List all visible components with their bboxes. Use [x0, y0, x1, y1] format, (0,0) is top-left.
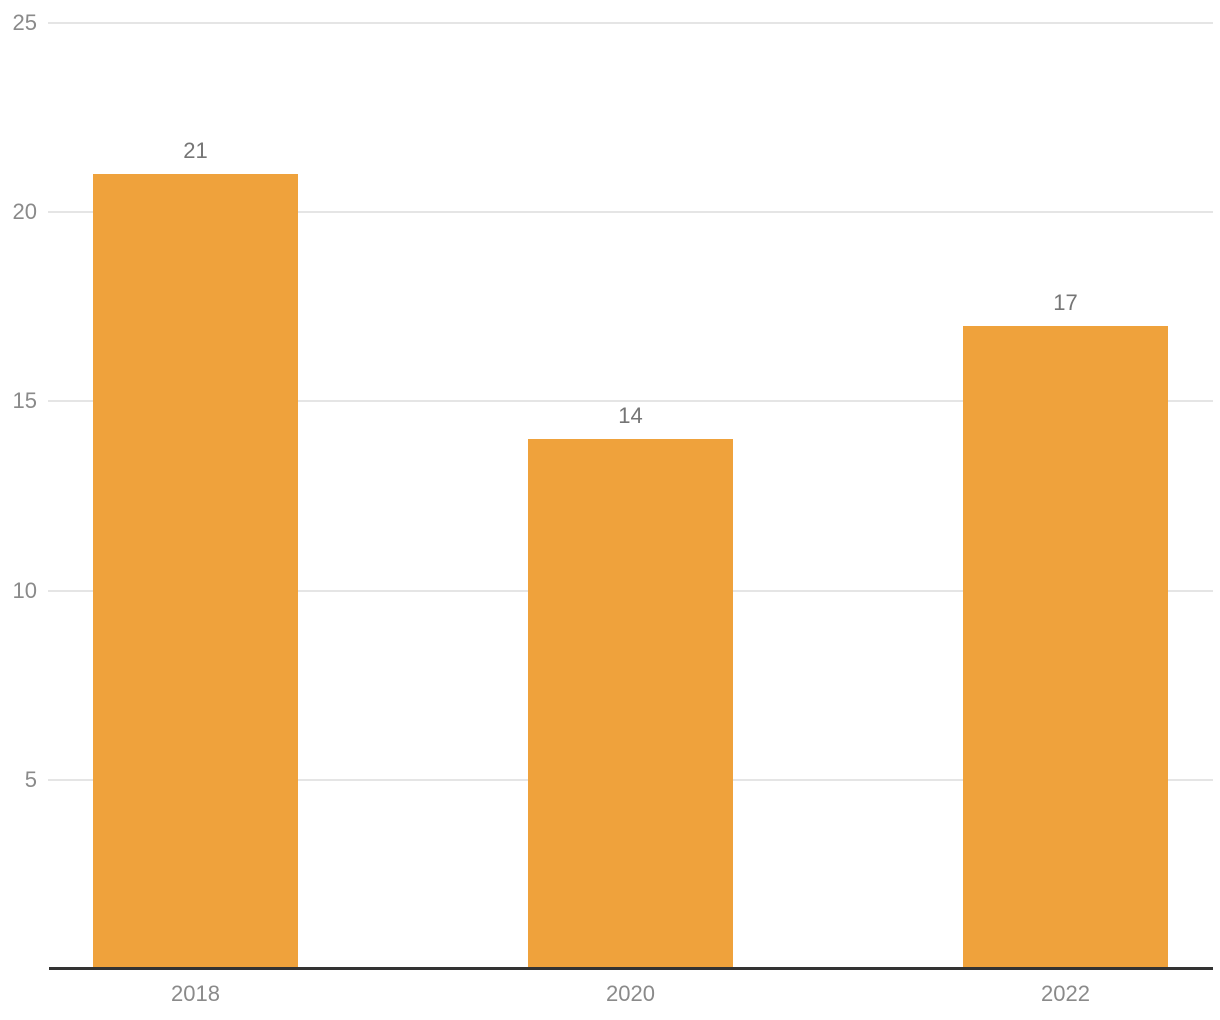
- x-tick-label: 2020: [606, 981, 655, 1006]
- x-tick-label: 2022: [1041, 981, 1090, 1006]
- y-tick-label: 10: [12, 578, 37, 603]
- gridline: [48, 211, 1213, 213]
- y-tick-label: 15: [12, 388, 37, 413]
- y-tick-label: 25: [12, 10, 37, 35]
- bar-2022: [963, 326, 1168, 969]
- gridline: [48, 22, 1213, 24]
- y-tick-label: 5: [24, 767, 37, 792]
- x-tick-label: 2018: [171, 981, 220, 1006]
- x-axis-line: [49, 967, 1213, 970]
- gridline: [48, 400, 1213, 402]
- bar-2018: [93, 174, 298, 969]
- bar-value-label: 17: [1053, 290, 1078, 315]
- y-tick-label: 20: [12, 199, 37, 224]
- bar-2020: [528, 439, 733, 969]
- bar-value-label: 21: [183, 138, 208, 163]
- bar-value-label: 14: [618, 403, 643, 428]
